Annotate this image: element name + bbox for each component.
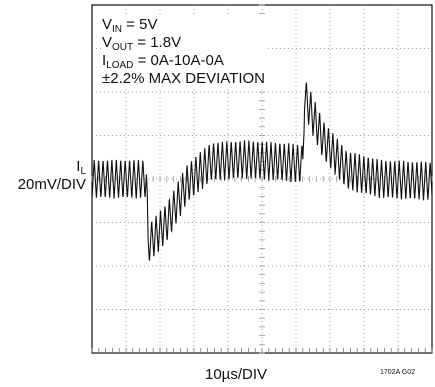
deviation-condition: ±2.2% MAX DEVIATION (102, 70, 267, 88)
channel-scale: 20mV/DIV (17, 176, 86, 193)
test-conditions: VIN = 5V VOUT = 1.8V ILOAD = 0A-10A-0A ±… (102, 16, 267, 88)
vout-condition: VOUT = 1.8V (102, 34, 267, 53)
x-axis-label: 10µs/DIV (205, 366, 267, 383)
vin-condition: VIN = 5V (102, 16, 267, 35)
figure-id: 1702A G02 (380, 369, 416, 376)
inductor-current-trace (91, 82, 433, 261)
trace-layer (91, 82, 433, 261)
channel-name: IL (76, 158, 86, 177)
channel-label: IL 20mV/DIV (0, 158, 86, 194)
iload-condition: ILOAD = 0A-10A-0A (102, 52, 267, 71)
